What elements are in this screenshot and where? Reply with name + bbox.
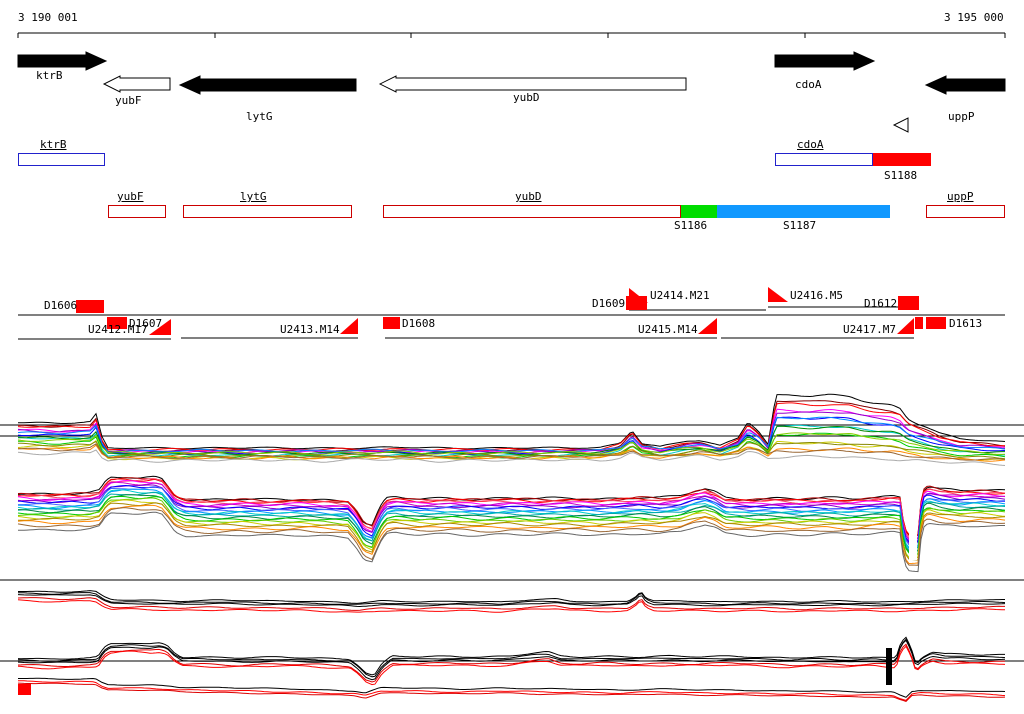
expression-curve — [17, 449, 1006, 466]
expression-curve — [17, 444, 1006, 462]
probe-flag-U2417.M7[interactable] — [897, 318, 914, 334]
expression-curve — [17, 639, 1006, 681]
gene-arrow-cdoA[interactable] — [774, 51, 876, 71]
expression-curve — [17, 507, 1006, 566]
probe-flag-U2412.M17[interactable] — [149, 319, 171, 335]
expression-curve — [18, 511, 1005, 573]
expression-curve — [17, 682, 1006, 702]
expression-curve — [17, 645, 1006, 686]
gene-arrow-yubD[interactable] — [378, 75, 687, 93]
gene-arrow-uppP[interactable] — [924, 75, 1006, 95]
expression-curve — [17, 416, 1006, 453]
expression-curve — [17, 478, 1006, 539]
expression-curve — [17, 402, 1006, 452]
expression-curve — [17, 502, 1006, 561]
gene-arrow-ktrB[interactable] — [17, 51, 108, 71]
panel-overlay — [909, 478, 917, 560]
expression-curve — [17, 499, 1006, 559]
expression-curve — [17, 643, 1006, 683]
small-feature-triangle[interactable] — [892, 117, 909, 133]
expression-curve — [18, 486, 1006, 547]
ruler-start-coordinate: 3 190 001 — [18, 11, 78, 24]
panel-overlay — [18, 684, 31, 695]
expression-curve — [18, 638, 1006, 678]
expression-curve — [18, 677, 1006, 698]
expression-curve — [18, 590, 1005, 604]
expression-curve — [18, 680, 1006, 701]
panel-overlay — [886, 648, 892, 685]
probe-flag-U2416.M5[interactable] — [768, 287, 788, 302]
expression-curve — [17, 597, 1005, 611]
expression-curve — [17, 496, 1006, 555]
expression-curve — [17, 478, 1006, 536]
probe-flag-U2415.M14[interactable] — [698, 318, 717, 334]
expression-curve — [17, 599, 1006, 613]
expression-curve — [17, 489, 1006, 549]
gene-arrow-yubF[interactable] — [102, 75, 171, 93]
expression-curve — [17, 432, 1006, 456]
expression-curve — [17, 408, 1006, 454]
expression-curve — [18, 592, 1006, 606]
expression-curve — [17, 636, 1005, 676]
ruler-end-coordinate: 3 195 000 — [944, 11, 1004, 24]
expression-curve — [17, 400, 1006, 452]
gene-arrow-lytG[interactable] — [178, 75, 357, 95]
expression-curve — [17, 504, 1006, 565]
probe-flag-U2414.M21[interactable] — [629, 288, 648, 303]
probe-flag-U2413.M14[interactable] — [340, 318, 358, 334]
expression-curve — [17, 443, 1006, 461]
expression-curve — [18, 440, 1006, 460]
expression-curve — [17, 594, 1006, 608]
